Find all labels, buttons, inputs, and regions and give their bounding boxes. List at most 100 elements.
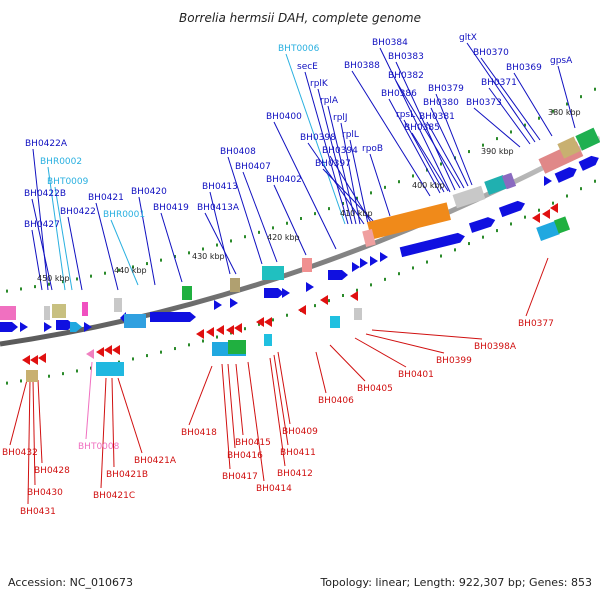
ruler-dot bbox=[216, 243, 218, 247]
gene-features bbox=[0, 127, 600, 382]
leader-line bbox=[403, 119, 445, 193]
forward-gene-label: BH0413A bbox=[197, 203, 240, 213]
leader-line bbox=[371, 329, 483, 340]
leader-line bbox=[388, 98, 441, 194]
leader-line bbox=[204, 212, 237, 275]
forward-gene-label: BH0398 bbox=[300, 133, 336, 143]
ruler-dot bbox=[468, 242, 470, 246]
ruler-dot bbox=[272, 318, 274, 322]
forward-gene-label: rplJ bbox=[333, 113, 348, 123]
leader-line bbox=[221, 363, 231, 470]
ruler-dot bbox=[566, 194, 568, 198]
forward-gene-label: BH0400 bbox=[266, 112, 302, 122]
leader-line bbox=[242, 171, 278, 263]
gene-labels: BH0422A BHR0002 BHT0009 BH0422B BH0422BH0427… bbox=[2, 33, 573, 517]
ruler-dot bbox=[524, 123, 526, 127]
forward-gene-label: BH0427 bbox=[24, 220, 60, 230]
ruler-dot bbox=[370, 191, 372, 195]
leader-line bbox=[525, 257, 549, 317]
leader-line bbox=[95, 202, 119, 291]
ruler-dot bbox=[146, 262, 148, 266]
reverse-gene-label: BH0411 bbox=[280, 448, 316, 458]
leader-line bbox=[160, 212, 183, 283]
leader-line bbox=[67, 216, 83, 291]
ruler-dot bbox=[104, 271, 106, 275]
leader-line bbox=[285, 53, 346, 225]
reverse-gene-label: BH0431 bbox=[20, 507, 56, 517]
ruler-dot bbox=[356, 288, 358, 292]
reverse-gene-label: BH0406 bbox=[318, 396, 354, 406]
ruler-dot bbox=[314, 304, 316, 308]
ruler-dot bbox=[146, 354, 148, 358]
forward-gene-label: BHT0009 bbox=[47, 177, 89, 187]
ruler-dot bbox=[398, 180, 400, 184]
forward-gene-label: BH0413 bbox=[202, 182, 238, 192]
ruler-dot bbox=[594, 87, 596, 91]
ruler-dot bbox=[398, 272, 400, 276]
leader-line bbox=[354, 337, 407, 368]
tick-label: 450 kbp bbox=[37, 274, 70, 283]
ruler-dot bbox=[90, 274, 92, 278]
forward-gene-label: BHT0006 bbox=[278, 44, 320, 54]
ruler-dot bbox=[426, 260, 428, 264]
forward-gene-label: BH0384 bbox=[372, 38, 408, 48]
reverse-gene-label: BH0432 bbox=[2, 448, 38, 458]
ruler-dot bbox=[538, 208, 540, 212]
forward-gene-label: BHR0002 bbox=[40, 157, 82, 167]
forward-gene-label: BH0382 bbox=[388, 71, 424, 81]
leader-line bbox=[557, 65, 576, 129]
leader-line bbox=[340, 122, 361, 225]
leader-line bbox=[100, 377, 107, 489]
ruler-dot bbox=[244, 327, 246, 331]
ruler-dot bbox=[440, 162, 442, 166]
tick-label: 380 kbp bbox=[548, 108, 581, 117]
ruler-dot bbox=[496, 137, 498, 141]
reverse-gene-label: BH0421A bbox=[134, 456, 177, 466]
ruler-dot bbox=[552, 109, 554, 113]
ruler-dot bbox=[384, 185, 386, 189]
leader-line bbox=[277, 351, 291, 425]
forward-gene-label: BH0397 bbox=[315, 159, 351, 169]
reverse-gene-label: BH0377 bbox=[518, 319, 554, 329]
map-title: Borrelia hermsii DAH, complete genome bbox=[179, 11, 421, 25]
ruler-dot bbox=[580, 95, 582, 99]
genome-summary-text: Topology: linear; Length: 922,307 bp; Ge… bbox=[319, 576, 592, 589]
forward-gene-label: BH0373 bbox=[466, 98, 502, 108]
leader-line bbox=[138, 196, 156, 286]
reverse-gene-label: BH0418 bbox=[181, 428, 217, 438]
ruler-dot bbox=[580, 187, 582, 191]
ruler-dot bbox=[62, 372, 64, 376]
leader-line bbox=[269, 357, 286, 467]
reverse-gene-label: BH0409 bbox=[282, 427, 318, 437]
ruler-dot bbox=[524, 215, 526, 219]
leader-line bbox=[435, 93, 473, 186]
leader-line bbox=[466, 42, 536, 143]
forward-gene-label: rpsL bbox=[396, 110, 415, 120]
forward-gene-label: BH0369 bbox=[506, 63, 542, 73]
leader-line bbox=[227, 156, 263, 265]
ruler-dot bbox=[370, 283, 372, 287]
reverse-gene-label: BH0421C bbox=[93, 491, 135, 501]
ruler-dot bbox=[440, 254, 442, 258]
reverse-gene-label: BH0416 bbox=[227, 451, 263, 461]
leader-line bbox=[513, 72, 553, 137]
ruler-dot bbox=[328, 299, 330, 303]
ruler-dot bbox=[566, 102, 568, 106]
forward-gene-label: BH0394 bbox=[322, 146, 358, 156]
ruler-dot bbox=[412, 174, 414, 178]
ruler-dot bbox=[482, 235, 484, 239]
tick-label: 420 kbp bbox=[267, 233, 300, 242]
leader-line bbox=[27, 379, 31, 505]
leader-line bbox=[317, 88, 353, 225]
ruler-dot bbox=[48, 282, 50, 286]
ruler-dot bbox=[328, 207, 330, 211]
tick-label: 400 kbp bbox=[412, 181, 445, 190]
ruler-dot bbox=[48, 374, 50, 378]
ruler-dot bbox=[118, 268, 120, 272]
forward-gene-label: BH0422A bbox=[25, 139, 68, 149]
leader-line bbox=[488, 87, 531, 145]
ruler-dot bbox=[342, 294, 344, 298]
forward-gene-label: BH0419 bbox=[153, 203, 189, 213]
